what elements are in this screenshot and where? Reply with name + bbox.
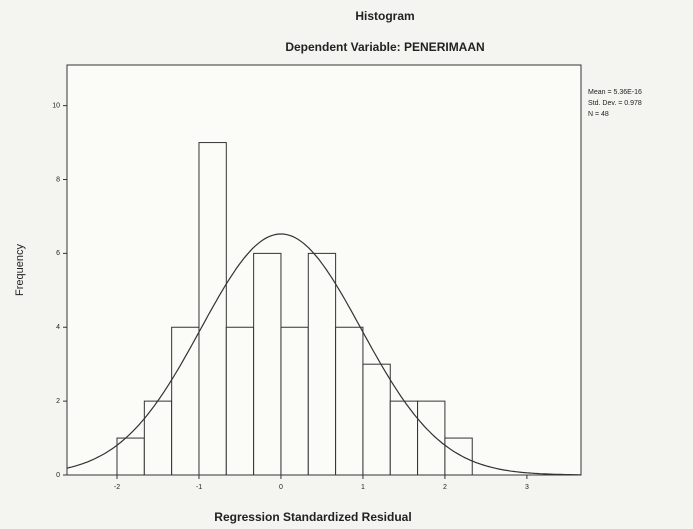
y-tick-label: 8: [56, 176, 60, 183]
y-tick-label: 4: [56, 324, 60, 331]
bar: [335, 326, 364, 476]
y-axis-label: Frequency: [14, 244, 26, 296]
y-tick-label: 2: [56, 398, 60, 405]
bar: [362, 363, 391, 476]
legend-stat: Mean = 5.36E-16: [588, 89, 642, 96]
x-tick-label: 1: [361, 484, 365, 491]
bar: [116, 437, 145, 476]
chart-title: Histogram: [355, 9, 414, 23]
normal-curve: [66, 233, 581, 476]
bar: [280, 326, 309, 476]
x-tick-label: -1: [196, 484, 202, 491]
x-tick-label: 0: [279, 484, 283, 491]
bar: [307, 252, 337, 476]
bar: [225, 326, 255, 476]
x-tick-label: 3: [525, 484, 529, 491]
y-tick-label: 6: [56, 250, 60, 257]
bar: [198, 142, 227, 476]
x-tick-label: -2: [114, 484, 120, 491]
x-tick-label: 2: [443, 484, 447, 491]
legend-stat: N = 48: [588, 111, 609, 118]
legend-stat: Std. Dev. = 0.978: [588, 100, 642, 107]
bar: [253, 252, 282, 476]
bar: [444, 437, 473, 476]
bar: [417, 400, 446, 476]
y-tick-label: 10: [52, 102, 60, 109]
bar: [171, 326, 200, 476]
y-tick-label: 0: [56, 472, 60, 479]
bar: [389, 400, 419, 476]
x-axis-label: Regression Standardized Residual: [214, 510, 411, 524]
bar: [143, 400, 173, 476]
chart-subtitle: Dependent Variable: PENERIMAAN: [285, 40, 484, 54]
